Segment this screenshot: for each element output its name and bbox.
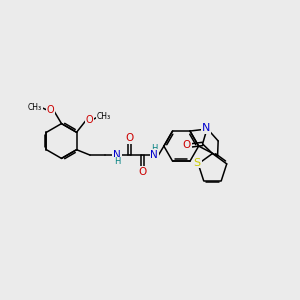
Text: N: N bbox=[150, 150, 158, 160]
Text: H: H bbox=[151, 144, 158, 153]
Text: O: O bbox=[182, 140, 191, 150]
Text: O: O bbox=[125, 133, 134, 143]
Text: S: S bbox=[194, 158, 201, 168]
Text: H: H bbox=[114, 157, 120, 166]
Text: O: O bbox=[86, 115, 93, 125]
Text: N: N bbox=[113, 150, 121, 160]
Text: O: O bbox=[46, 105, 54, 115]
Text: CH₃: CH₃ bbox=[28, 103, 42, 112]
Text: N: N bbox=[201, 123, 210, 133]
Text: O: O bbox=[138, 167, 146, 177]
Text: CH₃: CH₃ bbox=[97, 112, 111, 121]
